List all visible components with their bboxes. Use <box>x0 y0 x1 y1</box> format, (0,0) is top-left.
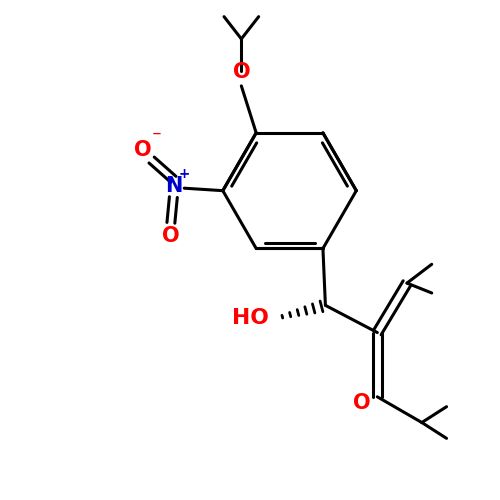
Text: HO: HO <box>232 308 268 328</box>
Text: O: O <box>232 62 250 82</box>
Text: +: + <box>178 168 190 181</box>
Text: N: N <box>164 176 182 196</box>
Text: ⁻: ⁻ <box>152 128 162 146</box>
Text: O: O <box>134 140 152 160</box>
Text: O: O <box>352 392 370 412</box>
Text: O: O <box>162 226 180 246</box>
